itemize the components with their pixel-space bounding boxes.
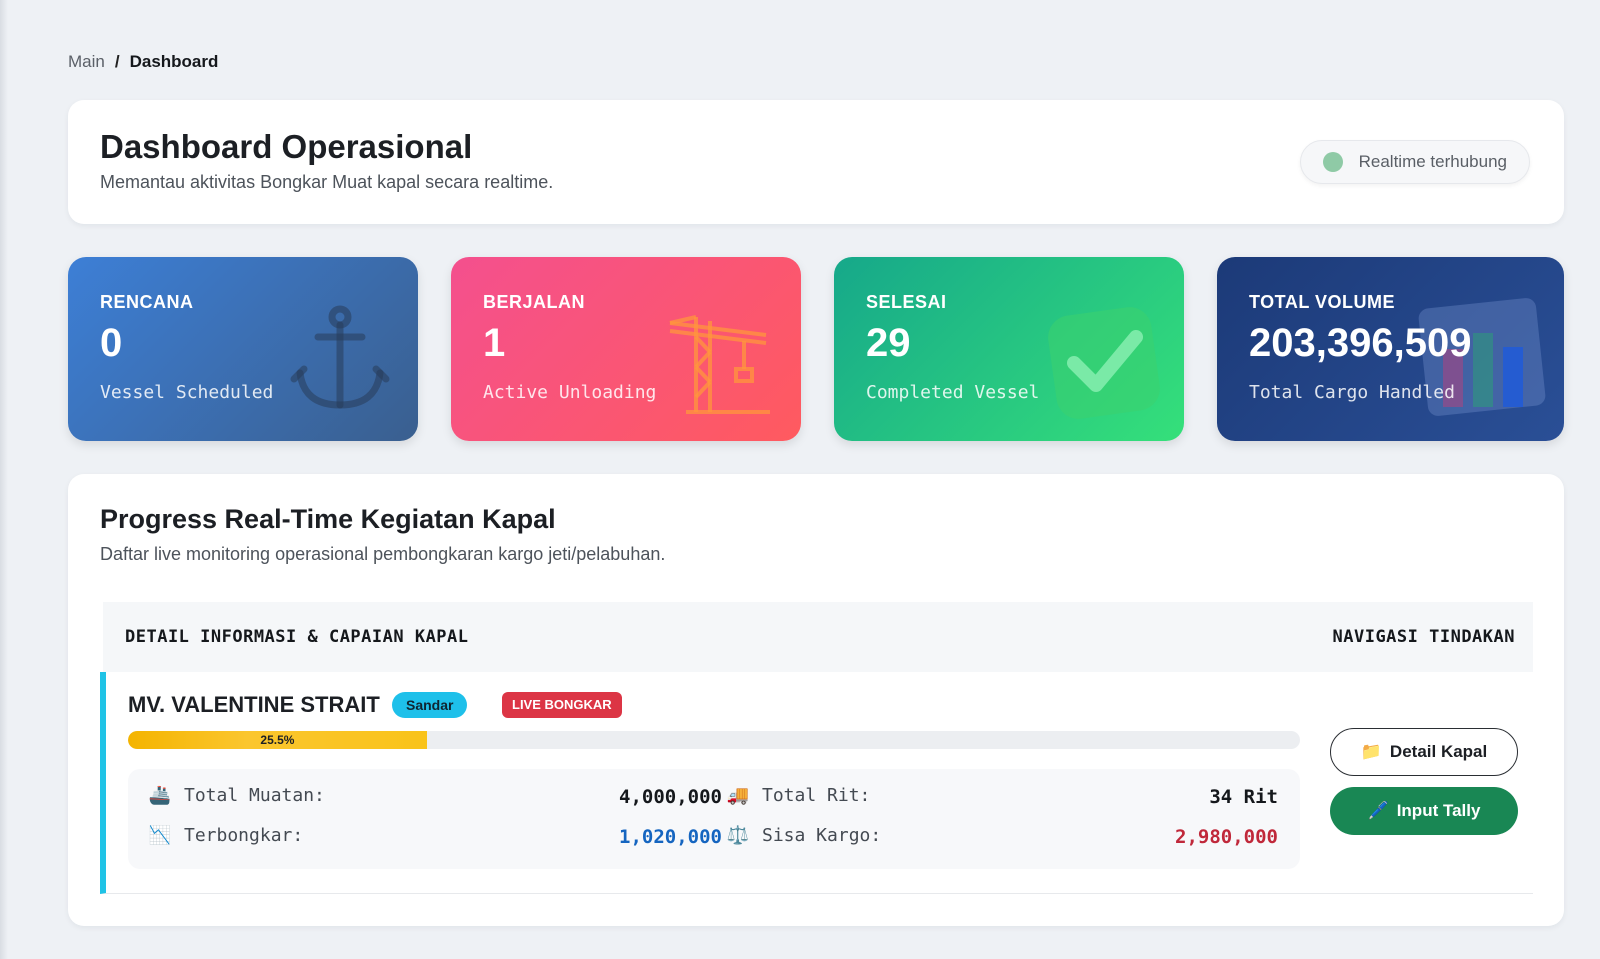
input-tally-button[interactable]: 🖊️ Input Tally [1330,787,1518,835]
section-title: Progress Real-Time Kegiatan Kapal [100,504,556,534]
live-badge: LIVE BONGKAR [502,692,622,718]
realtime-dot-icon [1322,152,1343,172]
stat-description: Vessel Scheduled [100,382,274,403]
metric-total-rit-value: 34 Rit [1209,786,1278,808]
anchor-icon [290,305,390,409]
ship-icon: 🚢 [148,785,172,806]
stat-description: Active Unloading [483,382,657,403]
stat-label: TOTAL VOLUME [1249,292,1396,312]
vessel-name: MV. VALENTINE STRAIT [128,692,380,717]
header-card: Dashboard Operasional Memantau aktivitas… [68,100,1564,224]
breadcrumb-main-link[interactable]: Main [68,52,105,71]
stat-description: Total Cargo Handled [1249,382,1455,403]
truck-icon: 🚚 [726,785,750,806]
metric-terbongkar-value: 1,020,000 [619,826,722,848]
breadcrumb-current: Dashboard [129,52,219,71]
stat-description: Completed Vessel [866,382,1040,403]
pen-icon: 🖊️ [1367,801,1389,820]
stat-card-berjalan: BERJALAN 1 Active Unloading [451,257,801,441]
window-edge [0,0,8,959]
table-header: DETAIL INFORMASI & CAPAIAN KAPAL NAVIGAS… [103,602,1533,672]
progress-bar: 25.5% [128,731,1300,749]
metric-sisa-kargo-value: 2,980,000 [1175,826,1278,848]
metric-total-rit: 🚚 Total Rit: [726,785,871,806]
status-badge: Sandar [392,692,468,718]
page-subtitle: Memantau aktivitas Bongkar Muat kapal se… [100,172,554,192]
metric-total-muatan-value: 4,000,000 [619,786,722,808]
stat-value: 203,396,509 [1249,321,1472,365]
realtime-status-badge: Realtime terhubung [1299,140,1530,184]
stat-value: 1 [483,321,506,365]
stat-value: 29 [866,321,911,365]
folder-icon: 📁 [1360,742,1382,761]
crane-icon [669,315,770,414]
bar-chart-icon [1418,298,1546,416]
table-header-detail: DETAIL INFORMASI & CAPAIAN KAPAL [125,627,469,647]
stat-label: SELESAI [866,292,947,312]
metric-sisa-kargo: ⚖️ Sisa Kargo: [726,825,882,846]
breadcrumb-separator: / [114,52,120,71]
metric-terbongkar: 📉 Terbongkar: [148,825,304,846]
table-header-actions: NAVIGASI TINDAKAN [1332,627,1515,647]
check-icon [1048,307,1160,419]
metric-total-muatan: 🚢 Total Muatan: [148,785,325,806]
stat-value: 0 [100,321,123,365]
breadcrumb: Main / Dashboard [68,52,218,72]
realtime-status-text: Realtime terhubung [1358,152,1507,171]
stat-label: BERJALAN [483,292,586,312]
stat-card-rencana: RENCANA 0 Vessel Scheduled [68,257,418,441]
metrics-panel: 🚢 Total Muatan: 4,000,000 🚚 Total Rit: 3… [128,769,1300,869]
stat-label: RENCANA [100,292,194,312]
section-subtitle: Daftar live monitoring operasional pembo… [100,544,666,564]
table-row: MV. VALENTINE STRAIT Sandar LIVE BONGKAR… [100,672,1533,894]
page-title: Dashboard Operasional [100,128,473,165]
stat-card-total-volume: TOTAL VOLUME 203,396,509 Total Cargo Han… [1217,257,1564,441]
scale-icon: ⚖️ [726,825,750,846]
chart-down-icon: 📉 [148,825,172,846]
progress-bar-fill: 25.5% [128,731,427,749]
detail-kapal-button[interactable]: 📁 Detail Kapal [1330,728,1518,776]
progress-card: Progress Real-Time Kegiatan Kapal Daftar… [68,474,1564,926]
stat-card-selesai: SELESAI 29 Completed Vessel [834,257,1184,441]
